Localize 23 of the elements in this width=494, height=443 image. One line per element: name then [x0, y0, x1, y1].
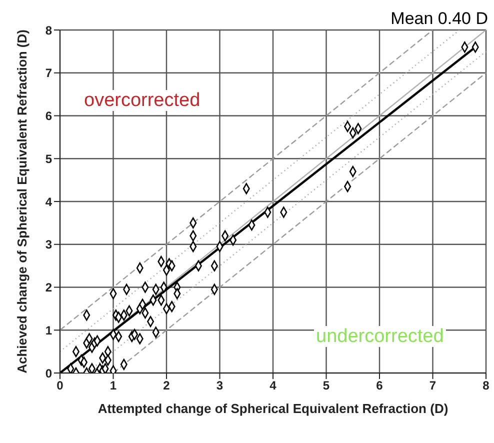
x-tick-label: 0 — [56, 378, 64, 393]
x-tick-label: 6 — [376, 378, 384, 393]
text: Mean 0.40 D — [390, 9, 488, 28]
y-tick-label: 7 — [45, 66, 52, 80]
y-tick-label: 4 — [45, 194, 52, 209]
y-tick-label: 3 — [45, 238, 52, 252]
x-tick-label: 1 — [110, 378, 117, 393]
x-tick-label: 4 — [270, 378, 277, 393]
y-tick-label: 5 — [45, 152, 52, 166]
y-tick-label: 1 — [45, 323, 52, 338]
annotation: overcorrected — [82, 90, 202, 111]
y-axis-title: Achieved change of Spherical Equivalent Refraction (D) — [14, 30, 30, 374]
y-tick-label: 6 — [45, 109, 52, 124]
x-tick-label: 5 — [322, 378, 330, 393]
x-tick-label: 2 — [163, 378, 170, 393]
y-tick-label: 0 — [45, 366, 52, 380]
x-tick-label: 3 — [216, 378, 224, 393]
x-tick-label: 7 — [429, 378, 436, 393]
x-axis-title: Attempted change of Spherical Equivalent Refraction (D) — [98, 401, 448, 416]
y-tick-label: 2 — [45, 280, 52, 295]
x-tick-label: 8 — [482, 378, 490, 393]
y-tick-label: 8 — [45, 23, 52, 38]
annotation: undercorrected — [314, 326, 446, 347]
